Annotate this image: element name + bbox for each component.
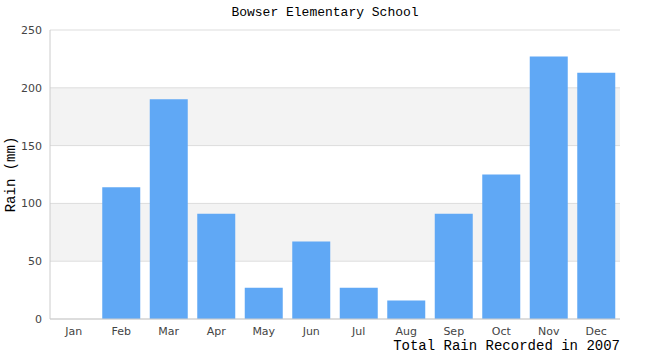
svg-text:250: 250 — [21, 24, 42, 37]
svg-text:Apr: Apr — [207, 325, 227, 338]
svg-text:Feb: Feb — [112, 325, 131, 338]
svg-text:100: 100 — [21, 197, 42, 210]
svg-text:Mar: Mar — [158, 325, 179, 338]
html-text:Bowser Elementary School: Bowser Elementary School — [231, 5, 419, 20]
svg-text:Oct: Oct — [492, 325, 512, 338]
svg-text:150: 150 — [21, 140, 42, 153]
svg-text:200: 200 — [21, 82, 42, 95]
svg-text:May: May — [252, 325, 275, 338]
svg-text:Aug: Aug — [396, 325, 417, 338]
svg-text:Jul: Jul — [351, 325, 365, 338]
svg-text:0: 0 — [35, 313, 42, 326]
svg-text:Rain (mm): Rain (mm) — [8, 137, 19, 213]
svg-text:Jun: Jun — [302, 325, 320, 338]
html-text:Total Rain Recorded in 2007: Total Rain Recorded in 2007 — [393, 338, 620, 354]
svg-text:Nov: Nov — [538, 325, 560, 338]
svg-text:Sep: Sep — [443, 325, 464, 338]
svg-text:Dec: Dec — [586, 325, 607, 338]
svg-text:Jan: Jan — [64, 325, 82, 338]
svg-text:50: 50 — [28, 255, 42, 268]
